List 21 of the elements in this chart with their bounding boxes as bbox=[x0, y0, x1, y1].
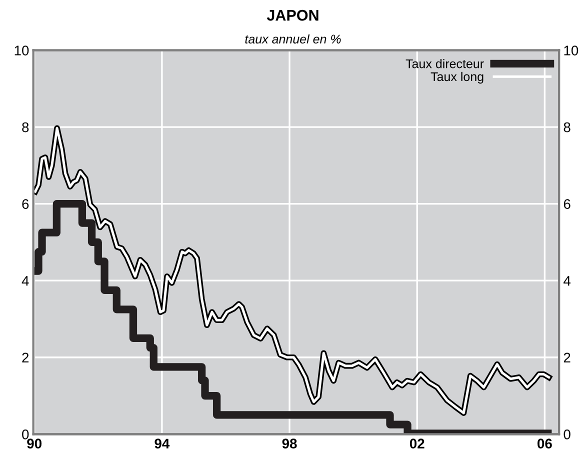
y-tick-label: 6 bbox=[22, 199, 29, 209]
x-tick-label: 02 bbox=[410, 438, 424, 449]
x-tick-label: 98 bbox=[282, 438, 297, 449]
y2-tick-label: 0 bbox=[564, 429, 570, 440]
chart-title: JAPON bbox=[266, 10, 318, 21]
legend-label: Taux long bbox=[430, 72, 484, 84]
legend-label: Taux directeur bbox=[406, 59, 484, 68]
y2-tick-label: 10 bbox=[564, 46, 578, 56]
y2-tick-label: 4 bbox=[564, 276, 571, 286]
y2-tick-label: 8 bbox=[564, 122, 570, 132]
x-tick-label: 90 bbox=[27, 438, 42, 449]
chart-subtitle: taux annuel en % bbox=[245, 34, 341, 44]
y-tick-label: 10 bbox=[14, 46, 29, 56]
y-tick-label: 4 bbox=[22, 276, 29, 286]
y2-tick-label: 2 bbox=[564, 352, 570, 362]
x-tick-label: 94 bbox=[154, 438, 170, 449]
y2-tick-label: 6 bbox=[564, 199, 570, 209]
y-tick-label: 0 bbox=[22, 429, 29, 440]
y-tick-label: 2 bbox=[22, 352, 29, 362]
y-tick-label: 8 bbox=[22, 122, 29, 132]
x-tick-label: 06 bbox=[538, 438, 552, 449]
